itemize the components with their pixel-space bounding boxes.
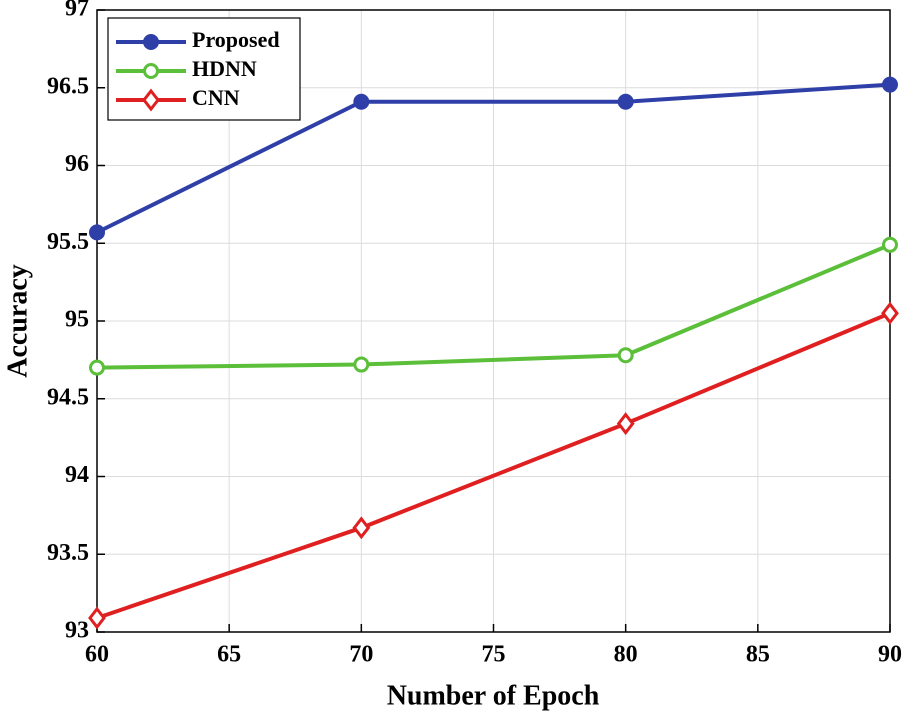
x-tick-label: 90 [878,642,902,668]
x-axis-label: Number of Epoch [387,680,600,711]
legend-marker [143,63,159,79]
marker [352,516,371,540]
x-tick-label: 70 [349,642,373,668]
y-tick-label: 93.5 [47,540,89,566]
y-tick-label: 95.5 [47,229,89,255]
y-tick-label: 94.5 [47,384,89,410]
series-line [96,311,891,620]
marker [617,93,634,110]
legend-label: Proposed [192,27,280,52]
marker [89,224,105,241]
x-tick-label: 85 [746,642,770,668]
y-tick-label: 96.5 [47,73,89,99]
y-tick-label: 94 [65,462,89,488]
y-tick-label: 96 [65,151,89,177]
marker [353,356,370,373]
legend-marker [143,34,159,50]
marker [89,359,105,376]
marker [617,347,634,364]
series-line [96,242,891,370]
marker [88,606,106,630]
y-tick-label: 93 [65,618,89,644]
marker [882,76,898,93]
marker [882,236,898,253]
x-tick-label: 75 [482,642,506,668]
y-axis-label: Accuracy [2,264,33,378]
marker [616,412,635,436]
y-tick-label: 97 [65,0,89,22]
x-tick-label: 60 [85,642,109,668]
x-tick-label: 65 [217,642,241,668]
legend-marker [142,88,160,112]
marker [881,301,899,325]
y-tick-label: 95 [65,307,89,333]
marker [353,93,370,110]
legend-label: CNN [192,85,240,110]
series-line [96,82,891,235]
x-tick-label: 80 [614,642,638,668]
legend-label: HDNN [192,56,257,81]
